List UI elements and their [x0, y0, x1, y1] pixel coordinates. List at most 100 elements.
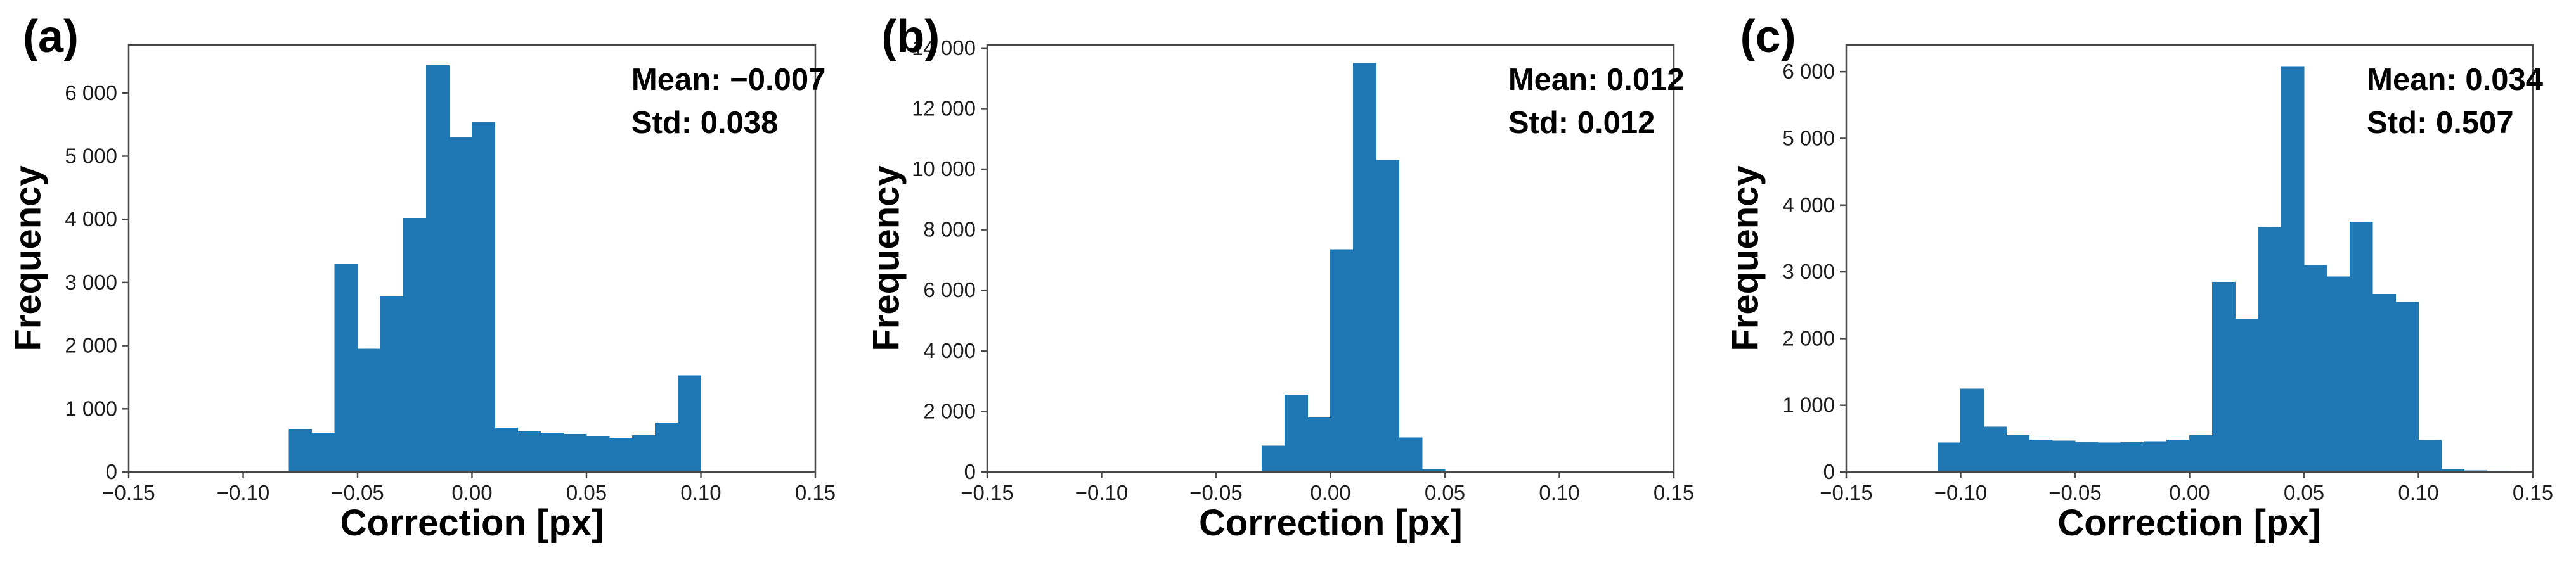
histogram-bar: [2281, 66, 2305, 472]
x-tick-label: 0.10: [2398, 481, 2438, 504]
std-value: Std: 0.507: [2367, 106, 2514, 140]
histogram-bar: [1399, 437, 1423, 472]
histogram-bar: [2120, 442, 2144, 472]
histogram-bar: [288, 429, 313, 472]
y-tick-label: 0: [106, 460, 117, 483]
x-tick-label: 0.15: [795, 481, 836, 504]
y-tick-label: 4 000: [65, 207, 117, 231]
histogram-bar: [1983, 426, 2007, 472]
y-tick-label: 4 000: [1782, 193, 1835, 217]
histogram-bar: [495, 428, 519, 472]
histogram-bar: [2005, 435, 2029, 472]
x-tick-label: 0.00: [2169, 481, 2210, 504]
histogram-bar: [2143, 441, 2167, 472]
histogram-bar: [1330, 249, 1354, 472]
histogram-bar: [609, 438, 633, 472]
y-tick-label: 14 000: [912, 36, 976, 60]
x-tick-label: 0.05: [2284, 481, 2324, 504]
y-tick-label: 2 000: [1782, 326, 1835, 350]
histogram-bar: [540, 433, 564, 472]
y-tick-label: 6 000: [924, 278, 976, 302]
x-tick-label: 0.05: [1425, 481, 1465, 504]
histogram-bar: [2258, 227, 2281, 472]
histogram-bar: [380, 296, 404, 472]
histogram-bar: [678, 375, 701, 472]
histogram-bar: [1421, 469, 1446, 472]
histogram-bar: [1960, 388, 1984, 472]
histogram-bar: [2189, 435, 2213, 472]
histogram-bar: [311, 433, 335, 472]
std-value: Std: 0.038: [631, 106, 779, 140]
histogram-bar: [563, 434, 587, 472]
histogram-bar: [517, 431, 541, 472]
y-tick-label: 1 000: [1782, 393, 1835, 417]
x-axis-label: Correction [px]: [340, 502, 604, 544]
stats-annotation: Mean: 0.034 Std: 0.507: [2367, 58, 2543, 144]
histogram-bar: [1307, 417, 1331, 472]
histogram-bar: [472, 122, 495, 473]
x-tick-label: −0.05: [1190, 481, 1243, 504]
histogram-bar: [1262, 445, 1286, 472]
x-tick-label: −0.15: [102, 481, 155, 504]
x-tick-label: −0.05: [331, 481, 384, 504]
y-tick-label: 1 000: [65, 397, 117, 420]
y-tick-label: 3 000: [65, 271, 117, 294]
x-tick-label: −0.10: [1075, 481, 1129, 504]
x-tick-label: −0.10: [217, 481, 270, 504]
x-tick-label: 0.00: [451, 481, 492, 504]
histogram-bar: [586, 436, 610, 472]
x-axis-label: Correction [px]: [2057, 502, 2321, 544]
y-tick-label: 2 000: [65, 334, 117, 357]
histogram-bar: [2372, 293, 2396, 472]
std-value: Std: 0.012: [1508, 106, 1655, 140]
histogram-bar: [357, 348, 381, 472]
histogram-bar: [2417, 440, 2442, 472]
y-tick-label: 8 000: [924, 218, 976, 241]
histogram-bar: [449, 137, 472, 472]
y-axis-label: Frequency: [865, 165, 907, 352]
x-tick-label: −0.15: [961, 481, 1014, 504]
histogram-bar: [2463, 470, 2487, 472]
stats-annotation: Mean: −0.007 Std: 0.038: [631, 58, 825, 144]
y-tick-label: 6 000: [1782, 60, 1835, 83]
y-tick-label: 10 000: [912, 157, 976, 181]
panel-c: (c) −0.15 −0.10 −0.05 0.00 0.05 0.10 0.15 0 1 00…: [1718, 0, 2576, 567]
histogram-bar: [2303, 265, 2327, 472]
x-tick-label: 0.15: [2513, 481, 2553, 504]
histogram-bar: [334, 263, 358, 472]
histogram-bar: [2440, 469, 2464, 472]
stats-annotation: Mean: 0.012 Std: 0.012: [1508, 58, 1685, 144]
histogram-bar: [2395, 302, 2419, 472]
histogram-plot-c: −0.15 −0.10 −0.05 0.00 0.05 0.10 0.15 0 1 000 2 0…: [1782, 44, 2553, 504]
histogram-plot-b: −0.15 −0.10 −0.05 0.00 0.05 0.10 0.15 0 2 000 4 0…: [912, 36, 1694, 504]
histogram-bar: [2097, 442, 2121, 472]
panel-b: (b) −0.15 −0.10 −0.05 0.00 0.05 0.10 0.15 0 2 00…: [858, 0, 1717, 567]
x-tick-label: 0.00: [1311, 481, 1351, 504]
y-tick-label: 2 000: [924, 399, 976, 423]
y-tick-label: 0: [964, 460, 976, 483]
histogram-bar: [631, 435, 656, 472]
y-tick-label: 5 000: [65, 144, 117, 167]
y-tick-label: 5 000: [1782, 126, 1835, 150]
y-tick-label: 6 000: [65, 81, 117, 105]
x-tick-label: −0.10: [1934, 481, 1987, 504]
x-axis-label: Correction [px]: [1198, 502, 1463, 544]
x-tick-label: 0.10: [1539, 481, 1580, 504]
histogram-bar: [2052, 440, 2076, 472]
mean-value: Mean: −0.007: [631, 63, 826, 97]
x-tick-label: 0.15: [1654, 481, 1694, 504]
panel-letter-c: (c): [1740, 11, 1796, 62]
y-axis-label: Frequency: [1725, 165, 1766, 352]
panel-letter-b: (b): [881, 11, 940, 62]
histogram-bar: [1937, 442, 1961, 472]
mean-value: Mean: 0.012: [1508, 63, 1685, 97]
histogram-bar: [2349, 222, 2373, 472]
histogram-bar: [2074, 442, 2099, 472]
histogram-bar: [2326, 276, 2350, 472]
y-tick-label: 3 000: [1782, 260, 1835, 283]
histogram-bar: [403, 218, 427, 472]
y-tick-label: 4 000: [924, 339, 976, 362]
histogram-bar: [2029, 439, 2052, 472]
panel-letter-a: (a): [23, 11, 79, 62]
